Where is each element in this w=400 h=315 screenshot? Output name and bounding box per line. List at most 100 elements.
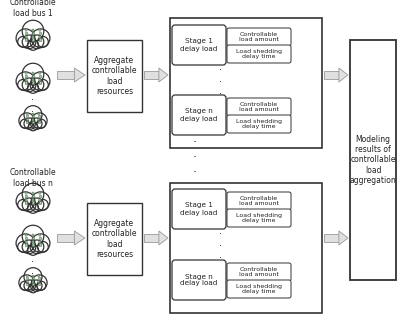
Text: ·
·
·: · · · [32,83,34,117]
Circle shape [38,281,40,283]
Circle shape [18,79,28,90]
Text: Modeling
results of
controllable
load
aggregation: Modeling results of controllable load ag… [350,135,396,185]
Circle shape [25,29,27,31]
Polygon shape [74,68,85,82]
Circle shape [31,29,50,48]
Circle shape [19,113,34,129]
Circle shape [31,234,50,253]
Circle shape [25,36,27,38]
Circle shape [22,240,36,254]
Circle shape [24,268,42,286]
Circle shape [32,241,34,243]
Text: Stage n
delay load: Stage n delay load [180,108,218,122]
FancyBboxPatch shape [227,98,291,116]
Circle shape [39,36,41,38]
Circle shape [16,72,35,91]
Circle shape [38,199,48,210]
Circle shape [25,72,27,74]
Circle shape [25,199,27,201]
Circle shape [30,198,44,212]
Polygon shape [339,68,348,82]
Circle shape [24,106,42,124]
Circle shape [32,113,47,129]
Circle shape [16,192,35,211]
Circle shape [24,118,35,129]
Bar [87,40,142,112]
Bar [39,75,41,77]
Bar [25,195,27,197]
Text: Stage 1
delay load: Stage 1 delay load [180,38,218,51]
Bar [57,71,74,79]
Circle shape [37,281,46,290]
Circle shape [32,36,34,38]
Text: Stage n
delay load: Stage n delay load [180,273,218,287]
Circle shape [18,37,28,47]
FancyBboxPatch shape [227,45,291,63]
Bar [39,237,41,239]
Circle shape [32,119,34,121]
Bar [57,234,74,242]
Text: Controllable
load bus 1: Controllable load bus 1 [10,0,56,18]
Text: ·
·
·: · · · [220,66,222,99]
Bar [350,40,396,280]
Circle shape [22,225,44,247]
Circle shape [20,281,29,290]
Bar [39,243,41,246]
FancyBboxPatch shape [227,115,291,133]
Text: Controllable
load amount: Controllable load amount [239,266,279,278]
Circle shape [26,281,28,283]
Circle shape [26,119,28,121]
Bar [324,234,339,242]
Circle shape [38,275,40,277]
Circle shape [30,35,44,49]
Circle shape [39,241,41,243]
Circle shape [32,113,34,115]
Bar [32,195,34,197]
Bar [170,18,322,148]
Circle shape [32,72,34,74]
Circle shape [32,192,34,194]
Text: Load shedding
delay time: Load shedding delay time [236,119,282,129]
Circle shape [28,284,38,293]
Circle shape [38,113,40,115]
Circle shape [31,72,50,91]
FancyBboxPatch shape [227,209,291,227]
Circle shape [39,234,41,236]
Circle shape [32,79,34,81]
Circle shape [26,275,28,277]
Circle shape [16,29,35,48]
Circle shape [30,118,42,129]
Circle shape [25,241,27,243]
Bar [32,283,34,285]
Bar [32,121,34,123]
Bar [32,237,34,239]
Bar [39,82,41,83]
Circle shape [32,29,34,31]
Polygon shape [159,231,168,245]
Bar [39,195,41,197]
Circle shape [38,37,48,47]
FancyBboxPatch shape [227,28,291,46]
Circle shape [18,199,28,210]
Circle shape [25,79,27,81]
Bar [26,277,28,279]
Bar [25,75,27,77]
Circle shape [32,275,34,277]
Bar [25,237,27,239]
Circle shape [25,234,27,236]
Circle shape [28,83,38,93]
Bar [32,115,34,117]
Text: Aggregate
controllable
load
resources: Aggregate controllable load resources [92,219,137,259]
Text: Load shedding
delay time: Load shedding delay time [236,284,282,295]
Text: ·
·
·: · · · [32,245,34,278]
Bar [38,115,40,117]
Circle shape [38,79,48,90]
FancyBboxPatch shape [172,260,226,300]
Bar [26,115,28,117]
Text: Load shedding
delay time: Load shedding delay time [236,213,282,223]
Bar [87,203,142,275]
Circle shape [30,240,44,254]
Circle shape [28,39,38,50]
Circle shape [32,199,34,201]
Circle shape [24,280,35,291]
